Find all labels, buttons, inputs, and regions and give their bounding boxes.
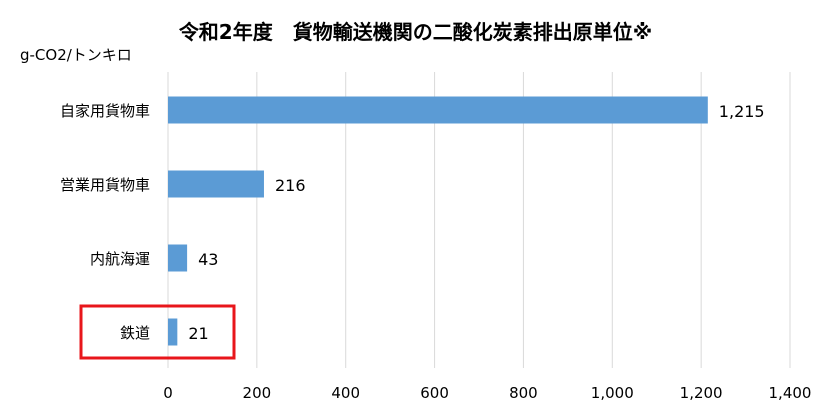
unit-label: g-CO2/トンキロ	[20, 46, 132, 64]
category-label: 内航海運	[90, 250, 150, 268]
category-label: 鉄道	[120, 324, 150, 342]
data-label: 1,215	[719, 102, 765, 121]
bar	[168, 318, 178, 346]
x-tick-label: 1,000	[591, 384, 634, 402]
x-tick-label: 400	[331, 384, 360, 402]
x-tick-label: 800	[509, 384, 538, 402]
category-label: 自家用貨物車	[60, 102, 150, 120]
x-tick-label: 200	[243, 384, 272, 402]
category-label: 営業用貨物車	[60, 176, 150, 194]
data-label: 43	[198, 250, 218, 269]
x-tick-label: 1,400	[769, 384, 812, 402]
chart-title: 令和2年度 貨物輸送機関の二酸化炭素排出原単位※	[178, 20, 653, 44]
x-tick-label: 0	[163, 384, 173, 402]
x-tick-label: 600	[420, 384, 449, 402]
highlight-box	[79, 304, 236, 360]
data-label: 216	[275, 176, 306, 195]
x-tick-label: 1,200	[680, 384, 723, 402]
bar	[168, 96, 708, 124]
bar	[168, 170, 264, 198]
data-label: 21	[188, 324, 208, 343]
bar	[168, 244, 188, 272]
